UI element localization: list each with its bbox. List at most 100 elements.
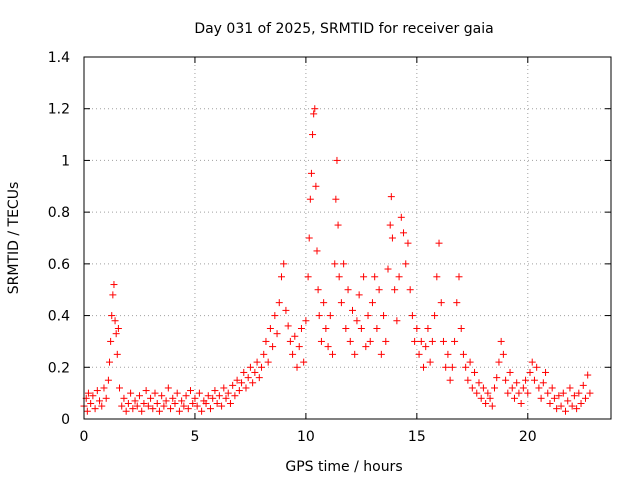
data-point — [466, 358, 474, 366]
data-point — [491, 384, 499, 392]
data-point — [433, 273, 441, 281]
data-point — [431, 312, 439, 320]
data-point — [178, 397, 186, 405]
data-point — [297, 325, 305, 332]
y-tick-label: 0.2 — [48, 360, 70, 376]
data-point — [524, 389, 532, 397]
data-point — [295, 343, 303, 351]
data-point — [110, 281, 118, 289]
data-point — [215, 392, 223, 400]
data-point — [262, 337, 270, 345]
data-point — [322, 325, 330, 332]
data-point — [329, 350, 337, 358]
data-point — [140, 399, 148, 407]
data-point — [510, 394, 518, 402]
data-point — [393, 317, 401, 325]
data-point — [305, 234, 313, 242]
y-tick-label: 0 — [61, 412, 70, 428]
data-point — [84, 389, 92, 397]
data-point — [351, 350, 359, 358]
x-axis-ticks: 0 5 10 15 20 — [80, 57, 537, 445]
data-point — [375, 286, 383, 294]
data-point — [198, 407, 206, 415]
data-point — [147, 394, 155, 402]
data-point — [537, 394, 545, 402]
data-point — [364, 312, 372, 320]
data-point — [584, 371, 592, 379]
data-point — [153, 399, 161, 407]
data-point — [113, 350, 121, 358]
data-point — [255, 374, 263, 382]
data-point — [284, 322, 292, 330]
data-point — [108, 312, 116, 320]
data-point — [158, 392, 166, 400]
data-point — [475, 379, 483, 387]
data-point — [122, 407, 130, 415]
data-point — [309, 131, 317, 139]
data-point — [253, 358, 261, 366]
data-point — [362, 343, 370, 351]
data-point — [408, 312, 416, 320]
y-axis-label: SRMTID / TECUs — [6, 182, 22, 295]
data-point — [340, 260, 348, 268]
data-point — [473, 389, 481, 397]
data-point — [220, 384, 228, 392]
data-point — [428, 337, 436, 345]
data-point — [311, 105, 319, 113]
data-point — [144, 402, 152, 410]
data-point — [182, 392, 190, 400]
data-point — [98, 402, 106, 410]
x-tick-label: 10 — [297, 429, 315, 445]
data-point — [413, 325, 421, 332]
data-point — [160, 402, 168, 410]
data-point — [218, 402, 226, 410]
y-tick-label: 0.8 — [48, 205, 70, 221]
x-tick-label: 0 — [80, 429, 89, 445]
data-point — [346, 337, 354, 345]
data-point — [242, 384, 250, 392]
data-point — [317, 337, 325, 345]
data-point — [451, 337, 459, 345]
data-point — [493, 374, 501, 382]
data-point — [377, 350, 385, 358]
data-point — [314, 286, 322, 294]
data-point — [114, 325, 122, 332]
data-point — [304, 273, 312, 281]
data-point — [397, 213, 405, 221]
data-point — [111, 317, 119, 325]
data-point — [455, 273, 463, 281]
data-point — [315, 312, 323, 320]
data-point — [269, 343, 277, 351]
data-point — [353, 317, 361, 325]
data-point — [384, 265, 392, 273]
data-point — [271, 312, 279, 320]
data-point — [124, 399, 132, 407]
data-point — [471, 368, 479, 376]
data-point — [495, 358, 503, 366]
data-point — [171, 399, 179, 407]
data-point — [477, 394, 485, 402]
data-point — [275, 299, 283, 307]
data-point — [109, 291, 117, 299]
data-point — [504, 389, 512, 397]
data-point — [360, 273, 368, 281]
data-point — [180, 402, 188, 410]
y-tick-label: 1.4 — [48, 50, 70, 66]
data-point — [526, 368, 534, 376]
data-point — [417, 337, 425, 345]
data-point — [579, 381, 587, 389]
data-point — [502, 376, 510, 384]
data-point — [391, 286, 399, 294]
data-point — [357, 325, 365, 332]
data-point — [127, 389, 135, 397]
data-point — [120, 394, 128, 402]
data-point — [446, 376, 454, 384]
data-point — [555, 392, 563, 400]
data-point — [371, 273, 379, 281]
data-point — [387, 193, 395, 201]
data-point — [439, 337, 447, 345]
data-point — [260, 350, 268, 358]
data-point — [189, 399, 197, 407]
data-point — [482, 399, 490, 407]
